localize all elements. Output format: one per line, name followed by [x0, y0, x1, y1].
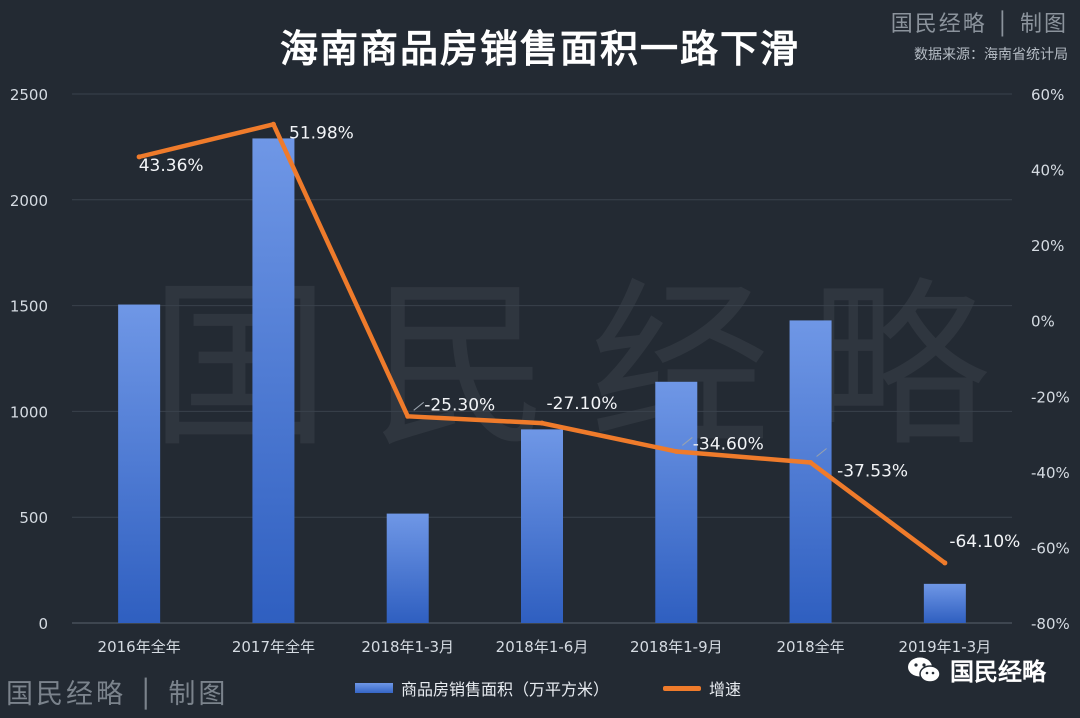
x-tick-label: 2017年全年 — [232, 638, 315, 656]
growth-point — [942, 560, 948, 566]
legend-item-line: 增速 — [663, 676, 741, 700]
brand-bottom: 国民经略 │ 制图 — [6, 679, 229, 710]
y-left-tick-label: 0 — [38, 615, 48, 633]
legend-item-bars: 商品房销售面积（万平方米） — [355, 676, 609, 700]
growth-data-label: -37.53% — [837, 462, 908, 482]
growth-data-label: 43.36% — [139, 156, 204, 176]
growth-data-label: -34.60% — [693, 434, 764, 454]
legend: 商品房销售面积（万平方米） 增速 — [355, 676, 781, 700]
growth-point — [270, 121, 276, 127]
bar — [923, 583, 966, 623]
growth-point — [405, 413, 411, 419]
y-left-tick-label: 2000 — [10, 192, 48, 210]
wechat-icon — [908, 657, 941, 683]
y-right-tick-label: -20% — [1031, 388, 1070, 406]
y-right-tick-label: 40% — [1031, 162, 1064, 180]
bar — [521, 429, 563, 623]
legend-swatch-line — [663, 685, 702, 691]
brand-top: 国民经略 │ 制图 — [890, 12, 1068, 37]
legend-label-bars: 商品房销售面积（万平方米） — [401, 680, 610, 699]
wechat-account: 国民经略 — [906, 652, 1046, 687]
x-tick-label: 2018年1-6月 — [496, 638, 589, 656]
label-leader — [413, 401, 425, 411]
x-tick-label: 2016年全年 — [98, 638, 181, 656]
growth-data-label: 51.98% — [289, 123, 354, 143]
growth-data-label: -27.10% — [547, 394, 618, 414]
bar — [118, 304, 161, 623]
label-leader — [816, 448, 827, 457]
legend-label-line: 增速 — [709, 680, 742, 699]
y-right-tick-label: -60% — [1031, 539, 1070, 557]
x-tick-label: 2018年1-9月 — [630, 638, 723, 656]
growth-point — [808, 460, 814, 466]
y-right-tick-label: 60% — [1031, 86, 1064, 104]
growth-point — [539, 420, 545, 426]
x-tick-label: 2018全年 — [776, 638, 844, 656]
legend-swatch-bars — [355, 683, 393, 693]
y-left-tick-label: 1000 — [10, 403, 48, 421]
label-leader — [681, 437, 693, 446]
x-tick-label: 2019年1-3月 — [899, 638, 992, 656]
y-right-tick-label: -40% — [1031, 464, 1070, 482]
data-source: 数据来源：海南省统计局 — [914, 47, 1068, 63]
bar — [655, 381, 698, 623]
y-left-tick-label: 1500 — [10, 298, 48, 316]
chart-title: 海南商品房销售面积一路下滑 — [279, 27, 800, 71]
bar — [252, 138, 295, 623]
growth-point — [673, 448, 679, 454]
wechat-name: 国民经略 — [950, 658, 1046, 686]
y-right-tick-label: 0% — [1031, 313, 1055, 331]
y-left-tick-label: 2500 — [10, 86, 48, 104]
y-right-tick-label: 20% — [1031, 237, 1064, 255]
growth-point — [136, 154, 142, 160]
y-right-tick-label: -80% — [1031, 615, 1070, 633]
growth-data-label: -64.10% — [949, 532, 1020, 552]
bar — [386, 513, 429, 623]
y-left-tick-label: 500 — [19, 509, 48, 527]
growth-data-label: -25.30% — [424, 395, 495, 415]
x-tick-label: 2018年1-3月 — [361, 638, 454, 656]
